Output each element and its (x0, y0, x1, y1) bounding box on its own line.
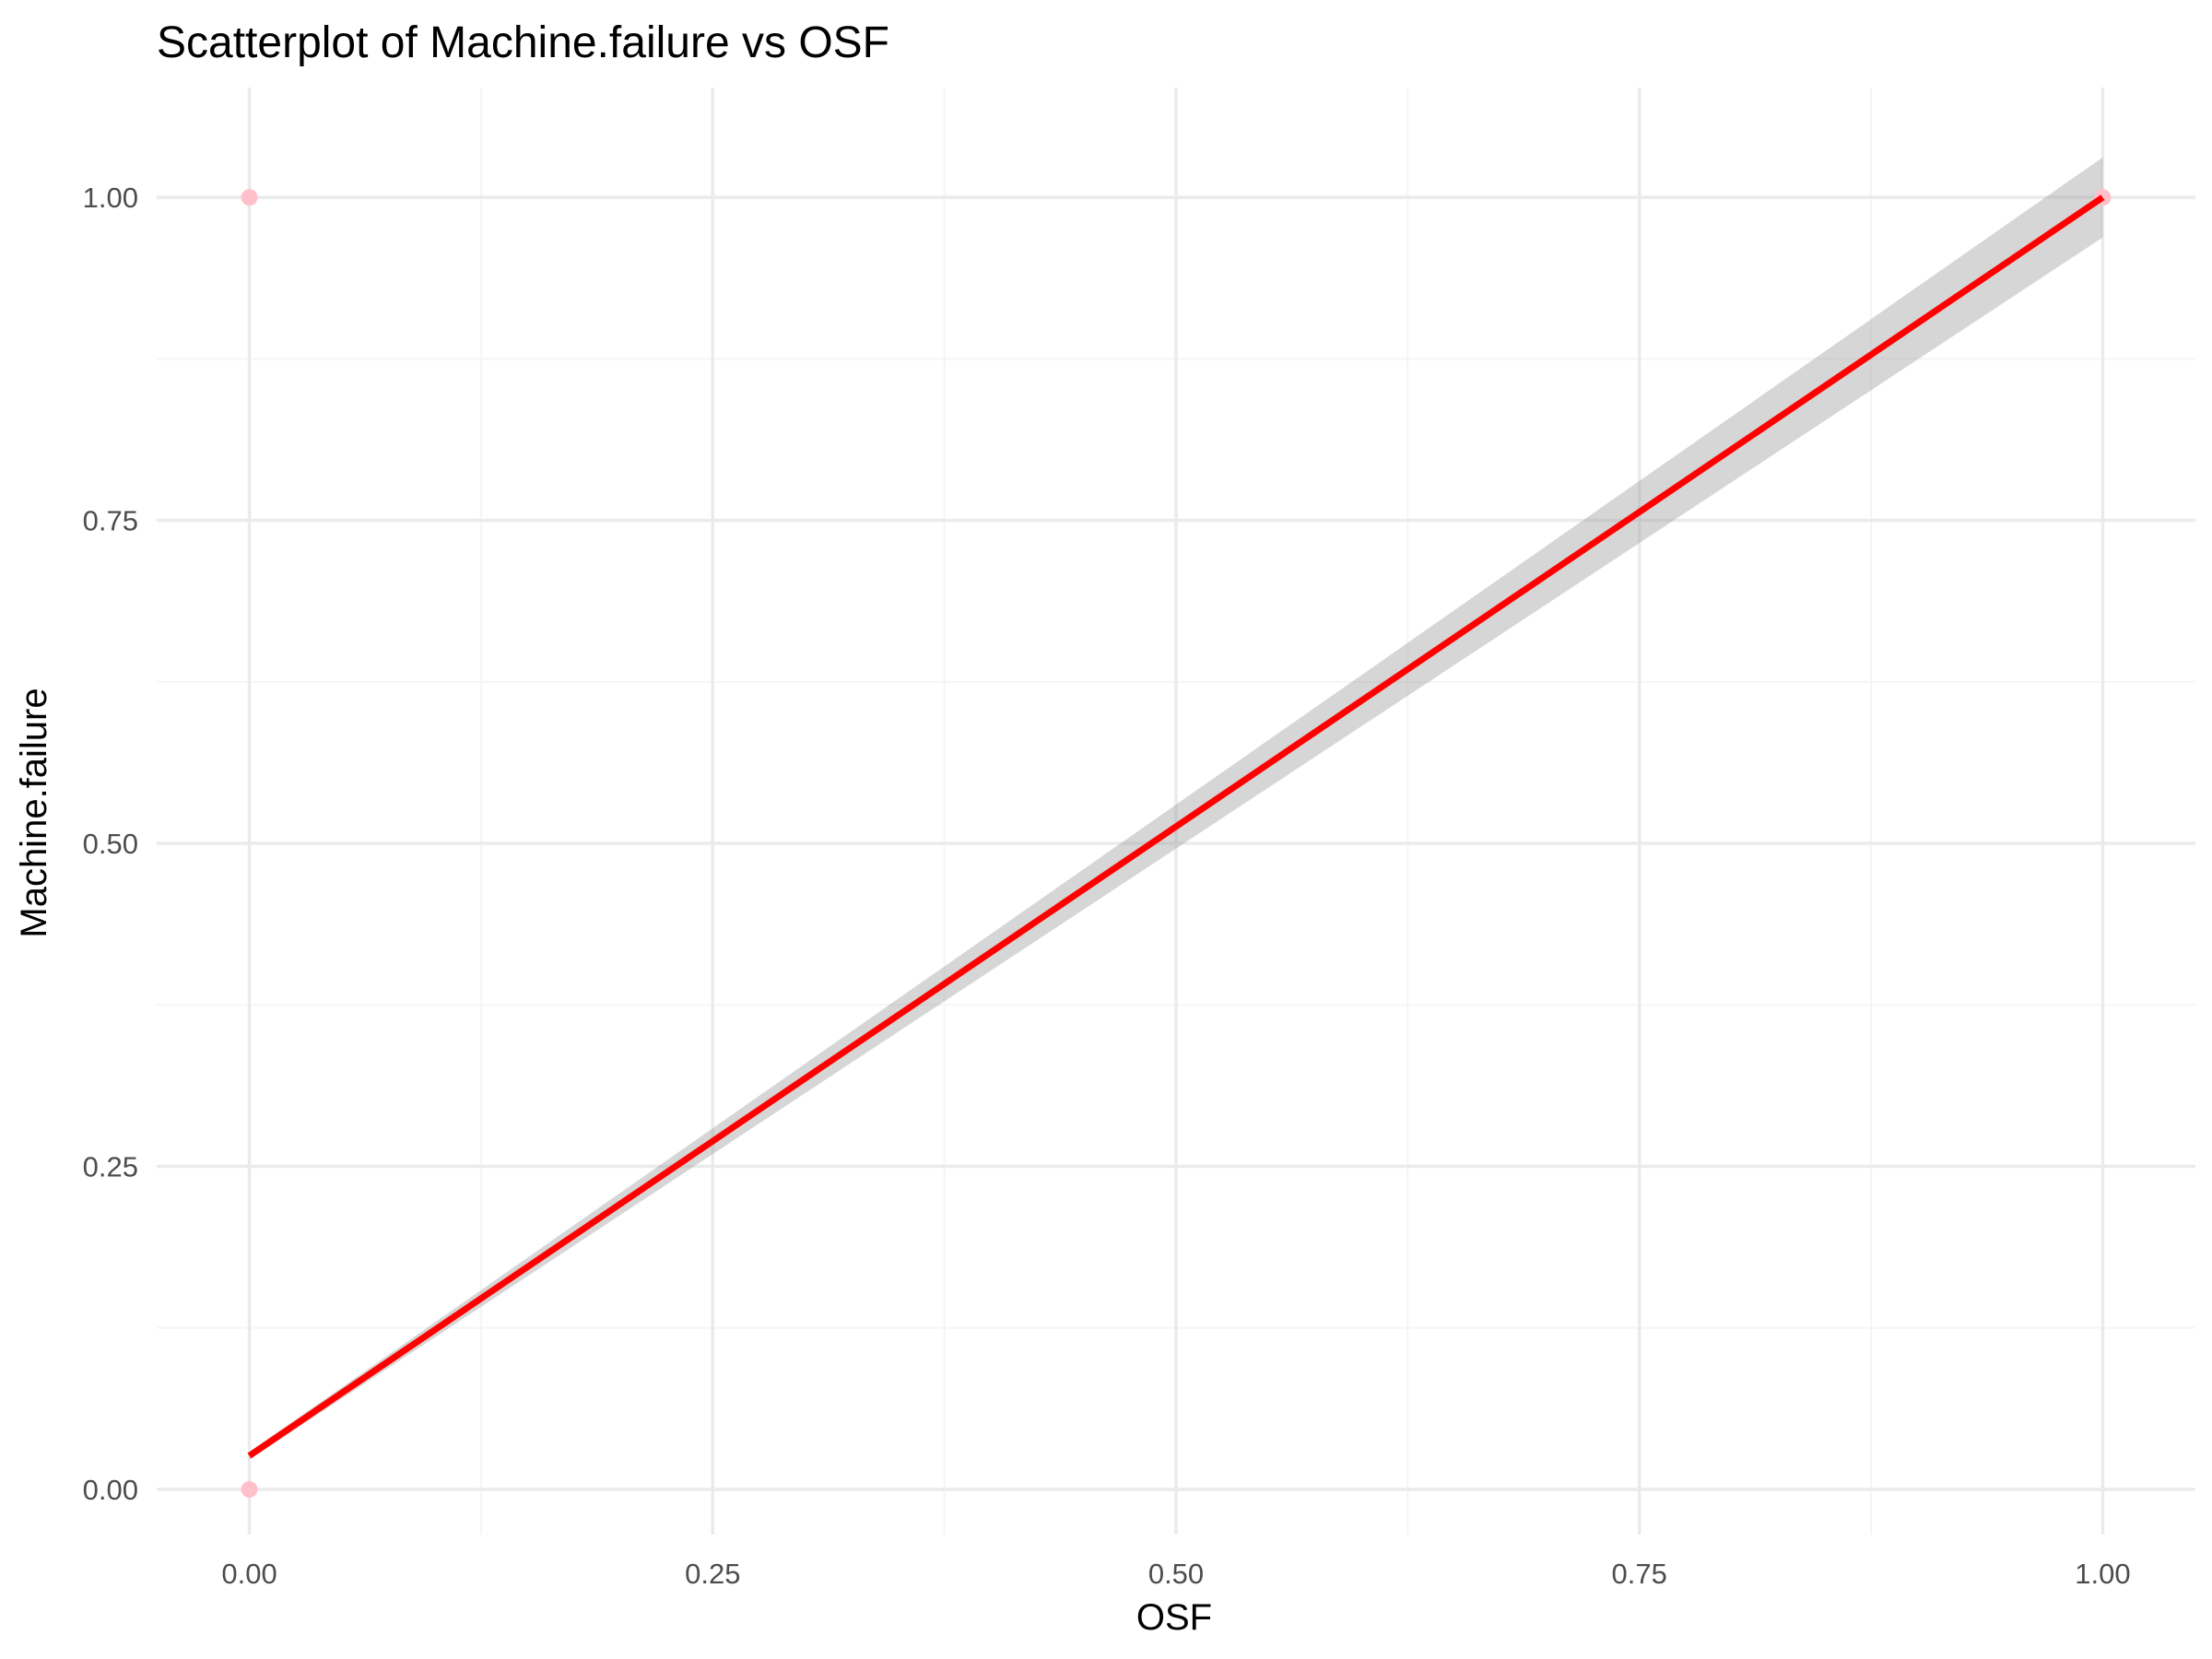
tick-label-layer: 0.00 0.25 0.50 0.75 1.00 0.00 0.25 0.50 0.75 1.00 (83, 182, 2131, 1590)
grid-layer (157, 88, 2195, 1535)
confidence-band-layer (249, 157, 2103, 1460)
x-tick-label: 0.50 (1148, 1558, 1204, 1590)
x-tick-label: 0.25 (685, 1558, 740, 1590)
fit-line-layer (247, 194, 2105, 1459)
data-point (241, 189, 258, 206)
x-tick-label: 0.75 (1612, 1558, 1667, 1590)
chart-title: Scatterplot of Machine.failure vs OSF (157, 18, 889, 67)
x-axis-title: OSF (1136, 1597, 1212, 1638)
y-tick-label: 0.50 (83, 828, 138, 860)
y-axis-title: Machine.failure (14, 688, 54, 937)
y-tick-label: 0.25 (83, 1150, 138, 1182)
y-tick-label: 1.00 (83, 182, 138, 214)
x-tick-label: 1.00 (2075, 1558, 2130, 1590)
confidence-band (249, 157, 2103, 1460)
y-tick-label: 0.75 (83, 505, 138, 537)
x-tick-label: 0.00 (221, 1558, 276, 1590)
regression-line (247, 194, 2105, 1459)
data-point (241, 1480, 258, 1498)
y-tick-label: 0.00 (83, 1474, 138, 1506)
